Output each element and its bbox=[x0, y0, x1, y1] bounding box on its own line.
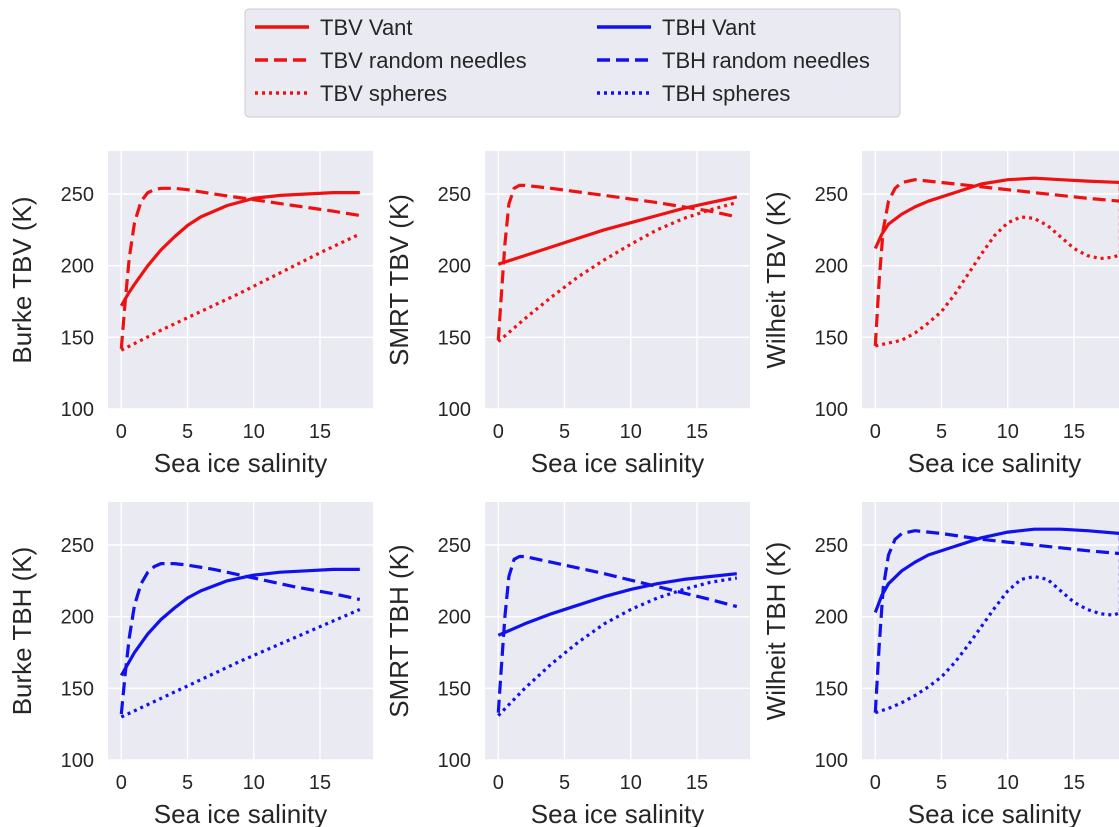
series-line-tbh-vant bbox=[119, 567, 360, 677]
series-line-tbv-spheres bbox=[874, 182, 1119, 348]
series-line-tbh-random-needles bbox=[873, 529, 1119, 713]
x-tick-label: 15 bbox=[686, 772, 708, 794]
x-tick-label: 10 bbox=[997, 772, 1019, 794]
y-tick-label: 150 bbox=[438, 678, 471, 700]
x-tick-label: 5 bbox=[182, 421, 193, 443]
y-axis-label: SMRT TBH (K) bbox=[384, 544, 414, 717]
chart-panel-wilheit-tbv-k: 0 5 10 15 100 150 200 250 Sea ice salinity Wilhei… bbox=[761, 151, 1119, 478]
x-tick-label: 5 bbox=[936, 421, 947, 443]
y-tick-label: 250 bbox=[61, 535, 94, 557]
legend: TBV Vant TBH Vant TBV random needles TBH ra… bbox=[244, 8, 901, 118]
series-line-tbh-vant bbox=[497, 572, 737, 637]
x-tick-label: 10 bbox=[243, 421, 265, 443]
series-line-tbv-spheres bbox=[497, 201, 738, 343]
chart-panel-burke-tbv-k: 0 5 10 15 100 150 200 250 Sea ice salinity Burke … bbox=[7, 151, 373, 478]
series-line-tbh-spheres bbox=[874, 533, 1119, 715]
series-line-tbh-random-needles bbox=[119, 561, 361, 715]
y-tick-label: 250 bbox=[438, 184, 471, 206]
chart-panel-smrt-tbv-k: 0 5 10 15 100 150 200 250 Sea ice salinity SMRT T… bbox=[384, 151, 750, 478]
x-tick-label: 0 bbox=[116, 772, 127, 794]
x-axis-label: Sea ice salinity bbox=[531, 799, 704, 827]
y-axis-label: Wilheit TBV (K) bbox=[761, 191, 791, 368]
legend-label-tbv-random-needles: TBV random needles bbox=[320, 48, 527, 73]
plot-area bbox=[485, 502, 750, 760]
x-tick-label: 15 bbox=[686, 421, 708, 443]
y-tick-label: 100 bbox=[815, 750, 848, 772]
y-tick-label: 100 bbox=[438, 750, 471, 772]
y-tick-label: 100 bbox=[61, 399, 94, 421]
y-tick-label: 150 bbox=[61, 327, 94, 349]
x-tick-label: 10 bbox=[620, 421, 642, 443]
plot-area bbox=[108, 502, 373, 760]
x-tick-label: 5 bbox=[936, 772, 947, 794]
x-tick-label: 15 bbox=[309, 421, 331, 443]
y-tick-label: 200 bbox=[61, 256, 94, 278]
x-tick-label: 0 bbox=[116, 421, 127, 443]
x-tick-label: 0 bbox=[870, 772, 881, 794]
y-tick-label: 250 bbox=[815, 535, 848, 557]
x-tick-label: 0 bbox=[493, 421, 504, 443]
y-tick-label: 200 bbox=[815, 607, 848, 629]
series-line-tbh-spheres bbox=[120, 608, 361, 719]
legend-label-tbh-spheres: TBH spheres bbox=[662, 81, 790, 106]
series-line-tbv-random-needles bbox=[496, 183, 738, 341]
y-tick-label: 150 bbox=[61, 678, 94, 700]
chart-panel-smrt-tbh-k: 0 5 10 15 100 150 200 250 Sea ice salinity SMRT T… bbox=[384, 502, 750, 827]
y-axis-label: Wilheit TBH (K) bbox=[761, 542, 791, 721]
x-axis-label: Sea ice salinity bbox=[908, 448, 1081, 478]
x-tick-label: 5 bbox=[559, 772, 570, 794]
x-tick-label: 0 bbox=[870, 421, 881, 443]
series-line-tbv-random-needles bbox=[873, 178, 1119, 346]
x-tick-label: 10 bbox=[620, 772, 642, 794]
y-tick-label: 250 bbox=[61, 184, 94, 206]
series-line-tbv-vant bbox=[873, 176, 1119, 250]
y-tick-label: 100 bbox=[438, 399, 471, 421]
y-axis-label: Burke TBV (K) bbox=[7, 196, 37, 363]
x-axis-label: Sea ice salinity bbox=[908, 799, 1081, 827]
legend-label-tbh-random-needles: TBH random needles bbox=[662, 48, 870, 73]
y-tick-label: 200 bbox=[438, 256, 471, 278]
y-tick-label: 200 bbox=[815, 256, 848, 278]
chart-panel-wilheit-tbh-k: 0 5 10 15 100 150 200 250 Sea ice salinity Wilhei… bbox=[761, 502, 1119, 827]
legend-label-tbv-spheres: TBV spheres bbox=[320, 81, 447, 106]
series-line-tbv-vant bbox=[119, 191, 360, 307]
x-tick-label: 15 bbox=[1063, 421, 1085, 443]
series-line-tbh-random-needles bbox=[496, 554, 738, 713]
series-line-tbv-random-needles bbox=[119, 186, 361, 349]
x-axis-label: Sea ice salinity bbox=[531, 448, 704, 478]
plot-area bbox=[485, 151, 750, 409]
plot-area bbox=[862, 151, 1119, 409]
y-tick-label: 150 bbox=[438, 327, 471, 349]
series-line-tbh-vant bbox=[873, 527, 1119, 613]
y-tick-label: 150 bbox=[815, 678, 848, 700]
y-axis-label: Burke TBH (K) bbox=[7, 547, 37, 716]
x-tick-label: 5 bbox=[559, 421, 570, 443]
legend-label-tbv-vant: TBV Vant bbox=[320, 15, 413, 40]
legend-label-tbh-vant: TBH Vant bbox=[662, 15, 756, 40]
y-tick-label: 150 bbox=[815, 327, 848, 349]
plot-area bbox=[108, 151, 373, 409]
y-axis-label: SMRT TBV (K) bbox=[384, 194, 414, 366]
series-line-tbv-spheres bbox=[120, 232, 361, 352]
series-line-tbv-vant bbox=[497, 195, 738, 266]
x-tick-label: 15 bbox=[309, 772, 331, 794]
y-tick-label: 100 bbox=[815, 399, 848, 421]
x-tick-label: 15 bbox=[1063, 772, 1085, 794]
x-tick-label: 5 bbox=[182, 772, 193, 794]
x-tick-label: 10 bbox=[243, 772, 265, 794]
y-tick-label: 200 bbox=[61, 607, 94, 629]
x-axis-label: Sea ice salinity bbox=[154, 799, 327, 827]
y-tick-label: 250 bbox=[815, 184, 848, 206]
y-tick-label: 100 bbox=[61, 750, 94, 772]
chart-panel-burke-tbh-k: 0 5 10 15 100 150 200 250 Sea ice salinity Burke … bbox=[7, 502, 373, 827]
y-tick-label: 200 bbox=[438, 607, 471, 629]
x-axis-label: Sea ice salinity bbox=[154, 448, 327, 478]
x-tick-label: 0 bbox=[493, 772, 504, 794]
series-line-tbh-spheres bbox=[497, 576, 738, 717]
legend-frame bbox=[244, 8, 901, 118]
y-tick-label: 250 bbox=[438, 535, 471, 557]
x-tick-label: 10 bbox=[997, 421, 1019, 443]
